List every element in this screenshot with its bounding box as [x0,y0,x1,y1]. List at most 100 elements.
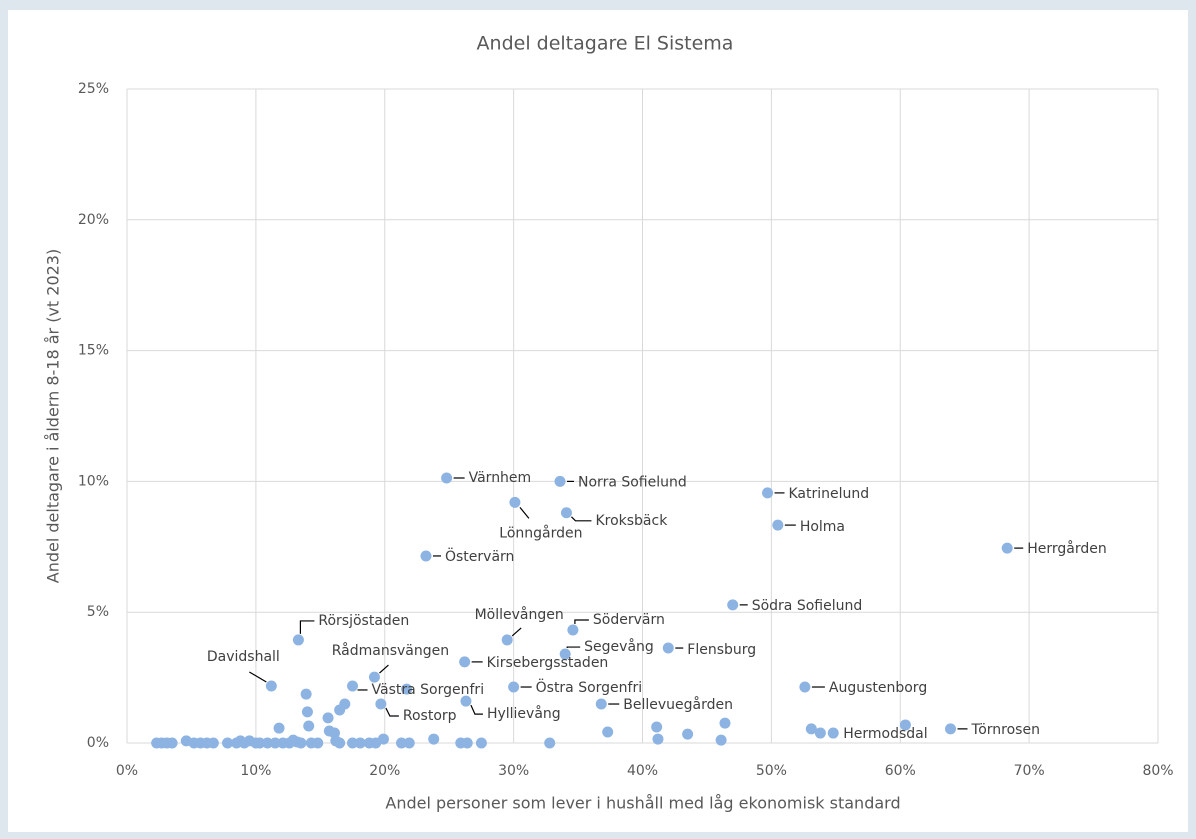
x-tick-label: 50% [756,763,787,779]
point [762,487,774,499]
x-tick-label: 0% [116,763,138,779]
point-label: Davidshall [207,649,280,665]
point [368,671,380,683]
point [396,737,408,749]
point-label: Augustenborg [829,680,927,696]
point [403,737,415,749]
point-label: Rostorp [403,708,457,724]
y-tick-label: 20% [78,212,109,228]
point [799,681,811,693]
point [222,737,234,749]
point-label: Östra Sorgenfri [536,678,643,696]
point-label: Flensburg [687,642,756,658]
point-label: Östervärn [445,547,514,565]
chart-background [8,10,1188,832]
point [261,737,273,749]
leader-line [566,646,581,649]
point [475,737,487,749]
point [719,717,731,729]
point [602,726,614,738]
y-tick-label: 0% [87,735,109,751]
x-tick-label: 30% [498,763,529,779]
point [347,680,359,692]
leader-line [249,671,267,683]
point [292,634,304,646]
point [303,720,315,732]
point [559,648,571,660]
point [501,634,513,646]
x-axis-label: Andel personer som lever i hushåll med l… [385,794,900,813]
y-tick-label: 5% [87,604,109,620]
point-label: Kirsebergsstaden [487,655,609,671]
point [273,722,285,734]
point [814,727,826,739]
point-label: Hermodsdal [843,726,927,742]
leader-line [511,627,522,637]
point [207,737,219,749]
point-label: Hyllievång [487,705,561,722]
point [652,733,664,745]
point [377,733,389,745]
point [269,737,281,749]
point [401,683,413,695]
point [805,723,817,735]
point-label: Möllevången [475,606,564,623]
point-label: Katrinelund [789,486,870,502]
point [300,688,312,700]
point [560,507,572,519]
point [334,737,346,749]
point [899,719,911,731]
point [595,698,607,710]
x-tick-label: 60% [885,763,916,779]
point [166,737,178,749]
leader-line [519,506,530,519]
point-label: Södra Sofielund [752,598,863,614]
y-axis-label: Andel deltagare i åldern 8-18 år (vt 202… [44,249,63,583]
point-label: Södervärn [593,612,665,628]
point [459,656,471,668]
leader-line [571,516,592,522]
chart-title: Andel deltagare El Sistema [477,33,734,55]
point [428,733,440,745]
point-label: Västra Sorgenfri [372,682,485,698]
point-label: Rörsjöstaden [318,613,409,629]
point [301,706,313,718]
point-label: Holma [800,519,845,535]
x-tick-label: 10% [240,763,271,779]
leader-line [470,704,483,715]
point-label: Bellevuegården [623,696,733,713]
x-tick-label: 70% [1014,763,1045,779]
y-tick-label: 10% [78,473,109,489]
point [295,737,307,749]
point [945,723,957,735]
point [827,727,839,739]
leader-line [299,620,315,634]
point-label: Törnrosen [971,722,1040,738]
point-label: Värnhem [469,470,532,486]
point [265,680,277,692]
point [567,624,579,636]
point [441,472,453,484]
point [460,695,472,707]
point [715,734,727,746]
point-label: Herrgården [1027,540,1107,557]
point [508,681,520,693]
point [375,698,387,710]
point [651,721,663,733]
point [420,550,432,562]
point [772,519,784,531]
point [254,737,266,749]
point [1001,542,1013,554]
point [347,737,359,749]
point [682,728,694,740]
point [554,475,566,487]
leader-line [574,619,589,624]
point [322,712,334,724]
point [662,642,674,654]
point-label: Lönngården [499,524,582,541]
x-tick-label: 40% [627,763,658,779]
x-tick-label: 20% [369,763,400,779]
leader-line [385,707,399,717]
point [727,599,739,611]
